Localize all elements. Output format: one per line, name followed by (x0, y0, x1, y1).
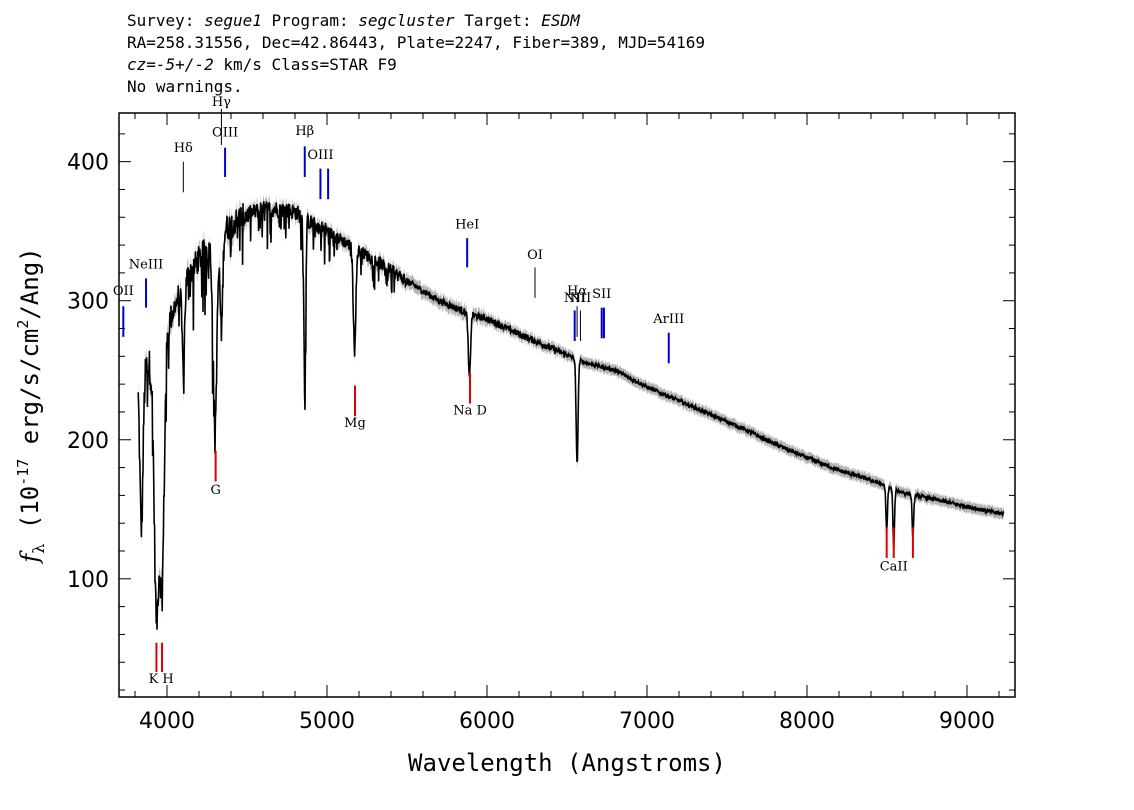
target-label: Target: (464, 11, 532, 30)
spectrum-header: Survey: segue1 Program: segcluster Targe… (127, 10, 705, 98)
emission-label: OII (113, 284, 134, 299)
absorption-label: H (162, 672, 173, 687)
absorption-label: CaII (880, 559, 908, 574)
emission-label: NeIII (129, 258, 163, 273)
flux-line (137, 201, 1005, 630)
axis-ticks: 4000 5000 6000 7000 8000 9000 100 200 300 400 (67, 113, 1015, 734)
header-line-warnings: No warnings. (127, 77, 243, 96)
x-tick-label: 4000 (139, 709, 195, 734)
y-tick-label: 200 (67, 429, 109, 454)
y-axis-label: fλ (10-17 erg/s/cm2/Ang) (14, 247, 48, 564)
emission-label: NII (564, 291, 586, 306)
program-value: segcluster (358, 11, 455, 30)
cz-unit-class: km/s Class=STAR F9 (223, 55, 397, 74)
x-axis-label: Wavelength (Angstroms) (408, 749, 726, 777)
emission-label: Hδ (174, 141, 193, 156)
survey-label: Survey: (127, 11, 195, 30)
flux-error-band (138, 193, 1004, 640)
survey-value: segue1 (204, 11, 262, 30)
program-label: Program: (271, 11, 349, 30)
cz-label: cz= (127, 55, 156, 74)
cz-value: -5+/-2 (155, 55, 214, 74)
emission-label: OIII (212, 126, 238, 141)
flux-series (137, 201, 1005, 630)
emission-label: Hβ (295, 124, 314, 139)
plot-frame (118, 112, 1016, 698)
absorption-label: Na D (453, 404, 487, 419)
absorption-label: K (149, 672, 159, 687)
absorption-label: Mg (344, 416, 366, 431)
y-tick-label: 100 (67, 568, 109, 593)
absorption-label: G (210, 483, 220, 498)
x-tick-label: 9000 (939, 709, 995, 734)
error-band-area (138, 193, 1004, 640)
header-line-redshift: cz=-5+/-2 km/s Class=STAR F9 (127, 54, 705, 76)
x-tick-label: 8000 (779, 709, 835, 734)
target-value: ESDM (541, 11, 580, 30)
y-tick-label: 400 (67, 151, 109, 176)
emission-label: SII (592, 287, 611, 302)
emission-label: OI (527, 248, 543, 263)
emission-label: ArIII (652, 312, 684, 327)
emission-label: Hα (567, 284, 587, 299)
x-tick-label: 6000 (459, 709, 515, 734)
y-tick-label: 300 (67, 290, 109, 315)
header-line-survey: Survey: segue1 Program: segcluster Targe… (127, 10, 705, 32)
emission-label: OIII (307, 148, 333, 163)
header-line-coordinates: RA=258.31556, Dec=42.86443, Plate=2247, … (127, 33, 705, 52)
emission-label: HeI (455, 217, 479, 232)
emission-label: NII (570, 291, 592, 306)
x-tick-label: 7000 (619, 709, 675, 734)
x-tick-label: 5000 (299, 709, 355, 734)
emission-label: Hγ (212, 95, 231, 110)
